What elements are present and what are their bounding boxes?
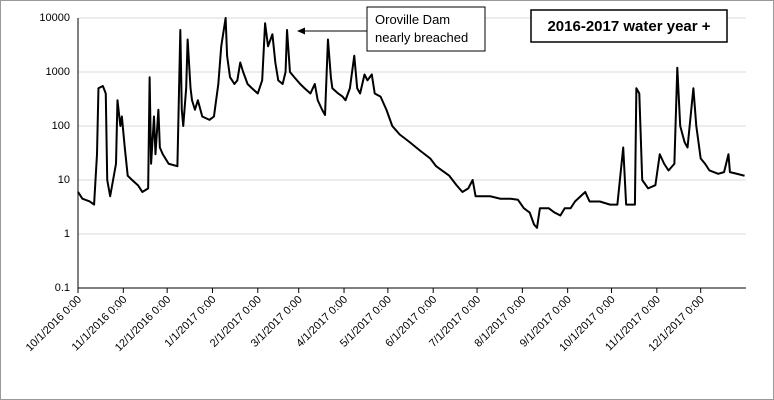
data-line (77, 17, 745, 229)
y-tick-label: 0.1 (55, 282, 70, 294)
y-tick-label: 10 (58, 174, 70, 186)
annotation-line: nearly breached (375, 30, 468, 45)
annotation-box (366, 6, 486, 52)
y-tick-label: 100 (52, 120, 70, 132)
y-tick-label: 10000 (39, 12, 70, 24)
annotation-line: Oroville Dam (375, 12, 450, 27)
chart-title: 2016-2017 water year + (547, 18, 710, 35)
annotation-arrowhead (297, 27, 305, 35)
y-tick-label: 1 (64, 228, 70, 240)
title-box (530, 9, 728, 43)
y-tick-label: 1000 (46, 66, 70, 78)
